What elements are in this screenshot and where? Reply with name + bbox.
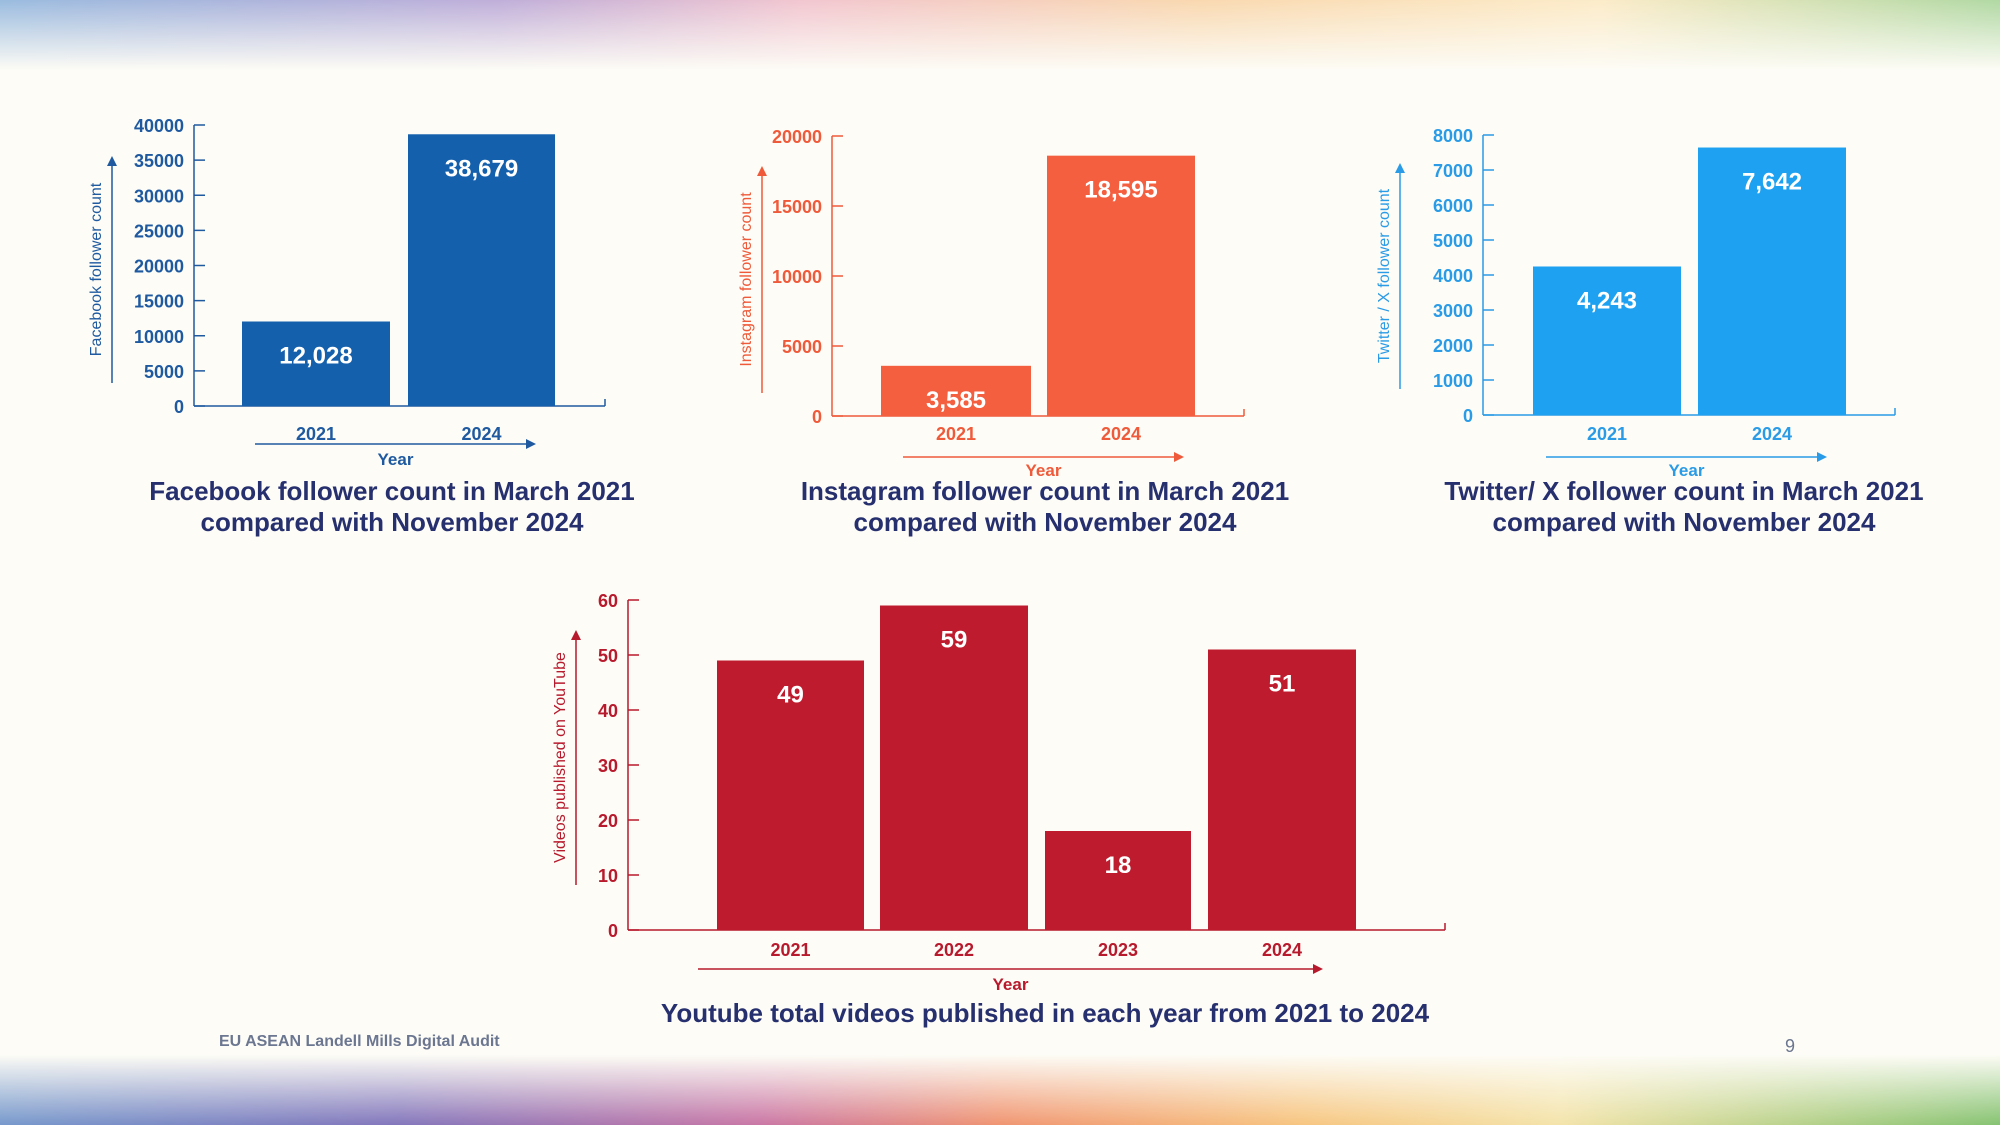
y-tick-label: 35000 bbox=[134, 151, 184, 171]
bar-value-label: 49 bbox=[777, 682, 804, 709]
chart-title-line: Twitter/ X follower count in March 2021 bbox=[1444, 476, 1924, 506]
y-tick-label: 10000 bbox=[772, 267, 822, 287]
y-tick-label: 0 bbox=[1463, 406, 1473, 426]
page-number: 9 bbox=[1785, 1036, 1796, 1056]
arrow-head-icon bbox=[107, 156, 117, 166]
y-tick-label: 6000 bbox=[1433, 196, 1473, 216]
arrow-head-icon bbox=[1313, 964, 1323, 974]
y-tick-label: 10 bbox=[598, 866, 618, 886]
bar-2021 bbox=[881, 365, 1031, 416]
arrow-head-icon bbox=[757, 166, 767, 176]
y-axis-label: Videos published on YouTube bbox=[552, 652, 569, 863]
bar-value-label: 7,642 bbox=[1742, 169, 1802, 196]
arrow-head-icon bbox=[1174, 452, 1184, 462]
y-axis-label: Facebook follower count bbox=[88, 182, 105, 356]
facebook-chart: 0 5000 10000 15000 20000 25000 30000 35000 40000… bbox=[88, 116, 606, 469]
x-tick-label: 2022 bbox=[934, 940, 974, 960]
y-tick-label: 8000 bbox=[1433, 126, 1473, 146]
y-tick-label: 20 bbox=[598, 811, 618, 831]
y-tick-label: 30000 bbox=[134, 186, 184, 206]
x-tick-label: 2024 bbox=[1752, 424, 1792, 444]
y-tick-label: 40 bbox=[598, 701, 618, 721]
bar-value-label: 51 bbox=[1269, 671, 1296, 698]
footer-text: EU ASEAN Landell Mills Digital Audit bbox=[219, 1033, 500, 1050]
x-tick-label: 2021 bbox=[936, 424, 976, 444]
chart-title-line: Youtube total videos published in each y… bbox=[660, 998, 1430, 1028]
instagram-chart: 0 5000 10000 15000 20000 3,585 2021 18,595 2024 Y… bbox=[738, 127, 1245, 480]
x-axis-label: Year bbox=[1026, 461, 1062, 480]
y-tick-label: 5000 bbox=[1433, 231, 1473, 251]
youtube-chart: 0 10 20 30 40 50 60 49 2021 59 2022 18 2023 51 2024 Yea… bbox=[552, 591, 1446, 994]
bar-2024 bbox=[1698, 147, 1846, 415]
bar-value-label: 59 bbox=[941, 627, 968, 654]
y-tick-label: 15000 bbox=[134, 292, 184, 312]
x-axis-label: Year bbox=[378, 450, 414, 469]
bottom-gradient-band bbox=[0, 1055, 2000, 1125]
bar-value-label: 4,243 bbox=[1577, 287, 1637, 314]
youtube-chart-title: Youtube total videos published in each y… bbox=[545, 998, 1545, 1029]
x-tick-label: 2023 bbox=[1098, 940, 1138, 960]
bar-2022 bbox=[880, 605, 1028, 930]
chart-title-line: Instagram follower count in March 2021 bbox=[800, 476, 1290, 506]
y-axis-label: Instagram follower count bbox=[738, 192, 755, 367]
y-tick-label: 4000 bbox=[1433, 266, 1473, 286]
y-tick-label: 50 bbox=[598, 646, 618, 666]
y-tick-label: 25000 bbox=[134, 221, 184, 241]
instagram-chart-title: Instagram follower count in March 2021 co… bbox=[695, 476, 1395, 538]
y-tick-label: 0 bbox=[608, 921, 618, 941]
y-tick-label: 40000 bbox=[134, 116, 184, 136]
chart-title-line: compared with November 2024 bbox=[853, 507, 1237, 537]
x-tick-label: 2024 bbox=[1262, 940, 1302, 960]
chart-title-line: Facebook follower count in March 2021 bbox=[149, 476, 635, 506]
y-tick-label: 20000 bbox=[772, 127, 822, 147]
bar-value-label: 18 bbox=[1105, 852, 1132, 879]
y-tick-label: 5000 bbox=[782, 337, 822, 357]
y-tick-label: 60 bbox=[598, 591, 618, 611]
y-tick-label: 20000 bbox=[134, 257, 184, 277]
bar-value-label: 38,679 bbox=[445, 155, 518, 182]
bar-2021 bbox=[1533, 266, 1681, 415]
arrow-head-icon bbox=[1395, 163, 1405, 173]
x-axis-label: Year bbox=[1669, 461, 1705, 480]
bar-2024 bbox=[408, 134, 555, 406]
y-tick-label: 30 bbox=[598, 756, 618, 776]
chart-title-line: compared with November 2024 bbox=[200, 507, 584, 537]
chart-title-line: compared with November 2024 bbox=[1492, 507, 1876, 537]
y-tick-label: 7000 bbox=[1433, 161, 1473, 181]
y-tick-label: 1000 bbox=[1433, 371, 1473, 391]
x-tick-label: 2021 bbox=[1587, 424, 1627, 444]
x-tick-label: 2021 bbox=[296, 424, 336, 444]
arrow-head-icon bbox=[571, 630, 581, 640]
bar-2023 bbox=[1045, 831, 1191, 930]
facebook-chart-title: Facebook follower count in March 2021 com… bbox=[42, 476, 742, 538]
top-gradient-band bbox=[0, 0, 2000, 70]
y-tick-label: 15000 bbox=[772, 197, 822, 217]
y-tick-label: 2000 bbox=[1433, 336, 1473, 356]
y-tick-label: 3000 bbox=[1433, 301, 1473, 321]
y-tick-label: 0 bbox=[174, 397, 184, 417]
bar-2024 bbox=[1047, 155, 1195, 417]
arrow-head-icon bbox=[526, 439, 536, 449]
twitter-chart-title: Twitter/ X follower count in March 2021 c… bbox=[1334, 476, 2000, 538]
arrow-head-icon bbox=[1817, 452, 1827, 462]
twitter-chart: 0 1000 2000 3000 4000 5000 6000 7000 8000 4,243 20… bbox=[1376, 126, 1896, 480]
x-tick-label: 2024 bbox=[461, 424, 501, 444]
bar-value-label: 18,595 bbox=[1084, 177, 1157, 204]
bar-2021 bbox=[242, 321, 390, 406]
x-axis-label: Year bbox=[993, 975, 1029, 994]
bar-2021 bbox=[717, 660, 864, 930]
y-tick-label: 5000 bbox=[144, 362, 184, 382]
bar-value-label: 3,585 bbox=[926, 387, 986, 414]
y-axis-label: Twitter / X follower count bbox=[1376, 188, 1393, 363]
y-tick-label: 0 bbox=[812, 407, 822, 427]
bar-2024 bbox=[1208, 649, 1356, 930]
x-tick-label: 2021 bbox=[770, 940, 810, 960]
y-tick-label: 10000 bbox=[134, 327, 184, 347]
bar-value-label: 12,028 bbox=[279, 343, 352, 370]
x-tick-label: 2024 bbox=[1101, 424, 1141, 444]
